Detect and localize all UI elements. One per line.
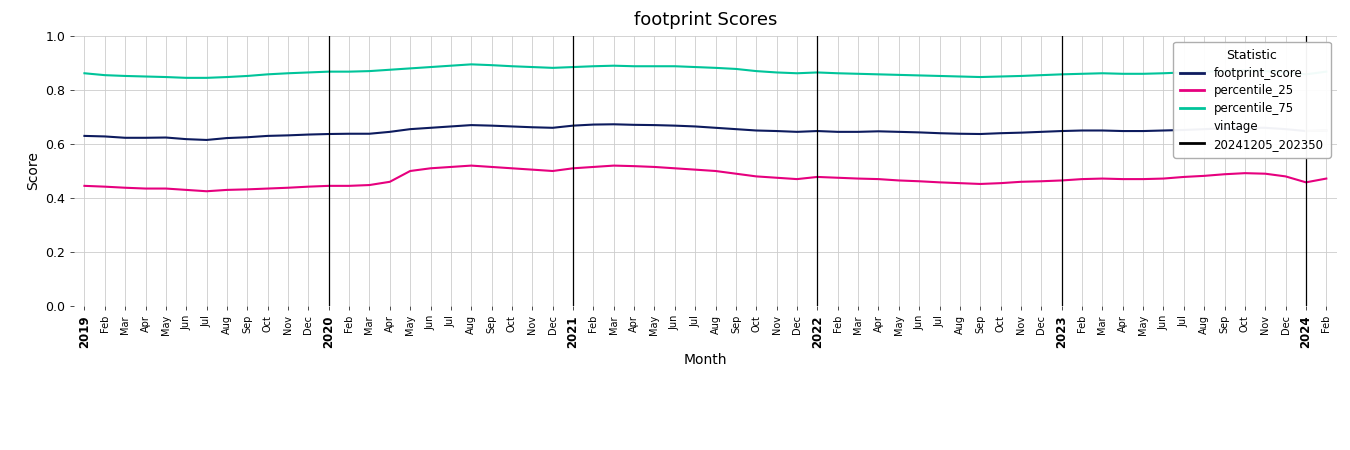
percentile_25 — [728, 171, 744, 176]
footprint_score — [1318, 128, 1334, 133]
20241205_202350 — [1297, 128, 1314, 134]
percentile_75 — [178, 75, 194, 81]
X-axis label: Month: Month — [683, 353, 728, 367]
percentile_75 — [1196, 69, 1212, 74]
percentile_75 — [1318, 69, 1334, 74]
Y-axis label: Score: Score — [26, 152, 39, 190]
footprint_score — [606, 122, 622, 127]
percentile_25 — [198, 189, 215, 194]
Line: percentile_25: percentile_25 — [85, 166, 1326, 191]
percentile_25 — [1196, 173, 1212, 179]
footprint_score — [728, 126, 744, 132]
footprint_score — [342, 131, 358, 136]
percentile_75 — [728, 66, 744, 72]
footprint_score — [871, 129, 887, 134]
percentile_75 — [871, 72, 887, 77]
percentile_25 — [463, 163, 479, 168]
Title: footprint Scores: footprint Scores — [633, 11, 778, 29]
percentile_25 — [871, 176, 887, 182]
percentile_75 — [342, 69, 358, 74]
footprint_score — [198, 137, 215, 143]
footprint_score — [178, 136, 194, 142]
footprint_score — [1196, 126, 1212, 132]
Legend: footprint_score, percentile_25, percentile_75, vintage, 20241205_202350: footprint_score, percentile_25, percenti… — [1173, 42, 1331, 158]
percentile_25 — [1318, 176, 1334, 181]
percentile_25 — [342, 183, 358, 189]
Line: 20241205_202350: 20241205_202350 — [1305, 130, 1326, 131]
footprint_score — [77, 133, 93, 139]
footprint_score — [423, 125, 439, 130]
percentile_75 — [77, 71, 93, 76]
percentile_25 — [423, 166, 439, 171]
percentile_75 — [198, 75, 215, 81]
Line: percentile_75: percentile_75 — [85, 64, 1326, 78]
Line: footprint_score: footprint_score — [85, 124, 1326, 140]
percentile_75 — [423, 64, 439, 70]
percentile_25 — [178, 187, 194, 193]
percentile_75 — [463, 62, 479, 67]
percentile_25 — [77, 183, 93, 189]
20241205_202350 — [1318, 128, 1334, 133]
